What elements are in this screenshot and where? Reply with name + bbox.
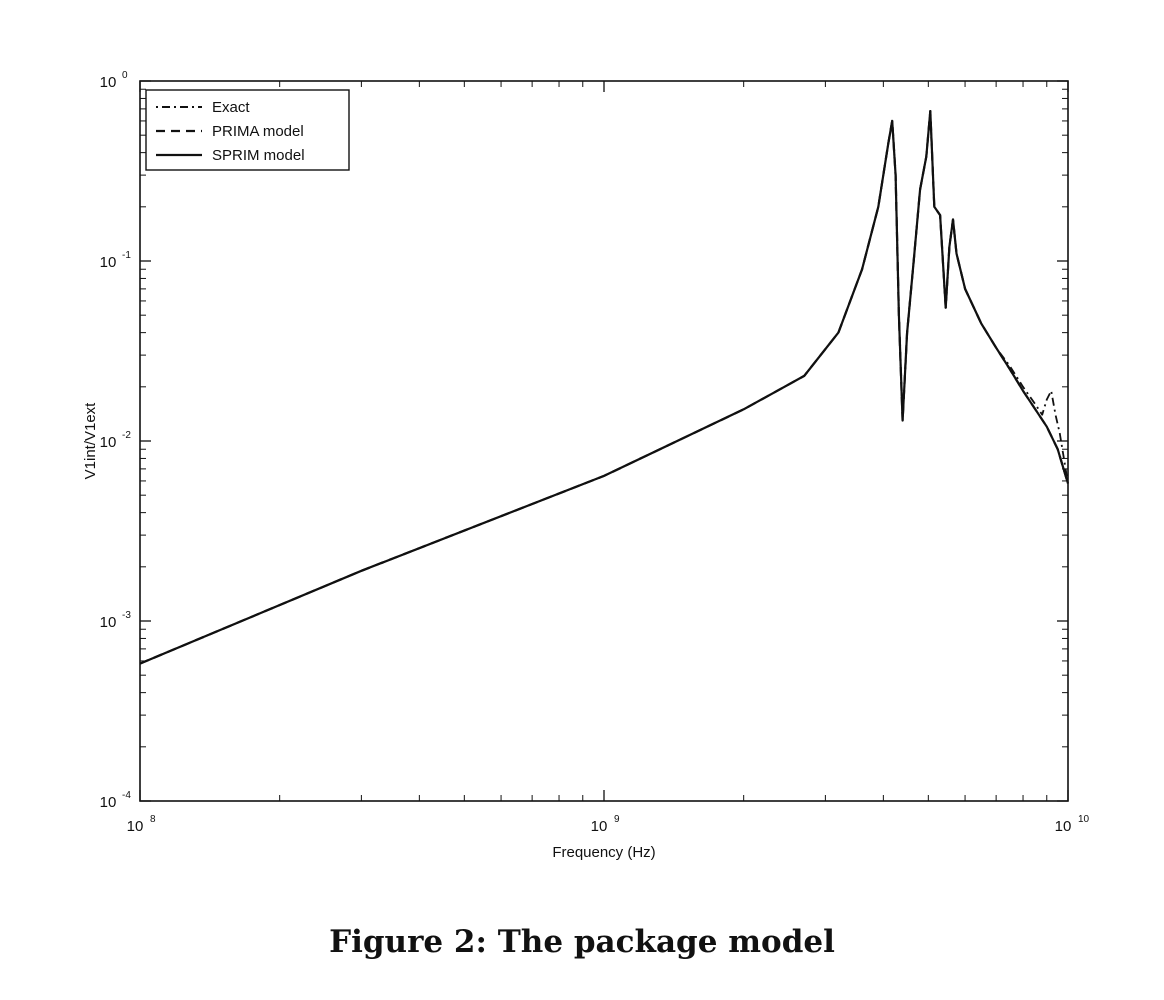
legend: Exact PRIMA model SPRIM model: [145, 89, 350, 171]
y-tick-exponent: -1: [122, 250, 131, 261]
y-tick-label: 10: [100, 794, 117, 811]
x-tick-exponent: 9: [614, 814, 620, 825]
x-axis-label: Frequency (Hz): [552, 844, 655, 861]
y-tick-exponent: -2: [122, 430, 131, 441]
y-tick-exponent: -4: [122, 790, 131, 801]
x-tick-exponent: 8: [150, 814, 156, 825]
tick-labels: 10 8 10 9 10 10 10 -4 10 -3 10 -2 10 -1 10 0: [100, 70, 1090, 835]
legend-label-exact: Exact: [212, 99, 250, 116]
y-tick-exponent: -3: [122, 610, 131, 621]
series-group: [139, 109, 1070, 665]
y-tick-label: 10: [100, 74, 117, 91]
y-tick-exponent: 0: [122, 70, 128, 81]
y-tick-label: 10: [100, 614, 117, 631]
series-line-exact: [139, 110, 1069, 665]
figure-caption: Figure 2: The package model: [329, 924, 835, 960]
x-tick-exponent: 10: [1078, 814, 1090, 825]
plot-frame: [139, 80, 1069, 802]
plot-area-background: [140, 81, 1068, 801]
legend-label-sprim: SPRIM model: [212, 147, 305, 164]
y-tick-label: 10: [100, 254, 117, 271]
x-tick-label: 10: [1055, 818, 1072, 835]
y-axis-label: V1int/V1ext: [82, 402, 99, 480]
x-tick-label: 10: [591, 818, 608, 835]
x-tick-label: 10: [127, 818, 144, 835]
y-tick-label: 10: [100, 434, 117, 451]
legend-label-prima: PRIMA model: [212, 123, 304, 140]
